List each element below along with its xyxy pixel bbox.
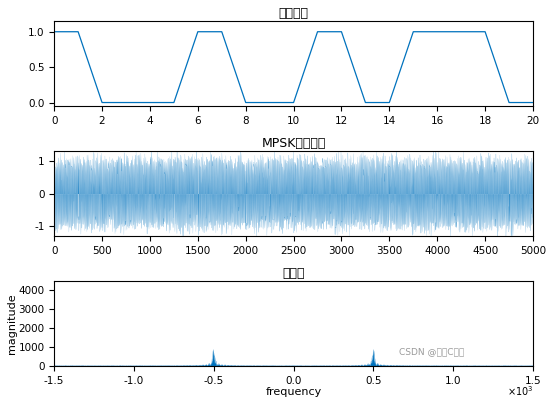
Text: $\times 10^3$: $\times 10^3$ <box>507 385 533 398</box>
Title: MPSK输出序列: MPSK输出序列 <box>262 137 326 150</box>
Title: 频谱图: 频谱图 <box>283 267 305 280</box>
Text: CSDN @我爱C编程: CSDN @我爱C编程 <box>399 347 464 356</box>
Y-axis label: magnitude: magnitude <box>7 293 17 354</box>
Title: 输入序列: 输入序列 <box>279 7 309 20</box>
X-axis label: frequency: frequency <box>265 387 322 397</box>
